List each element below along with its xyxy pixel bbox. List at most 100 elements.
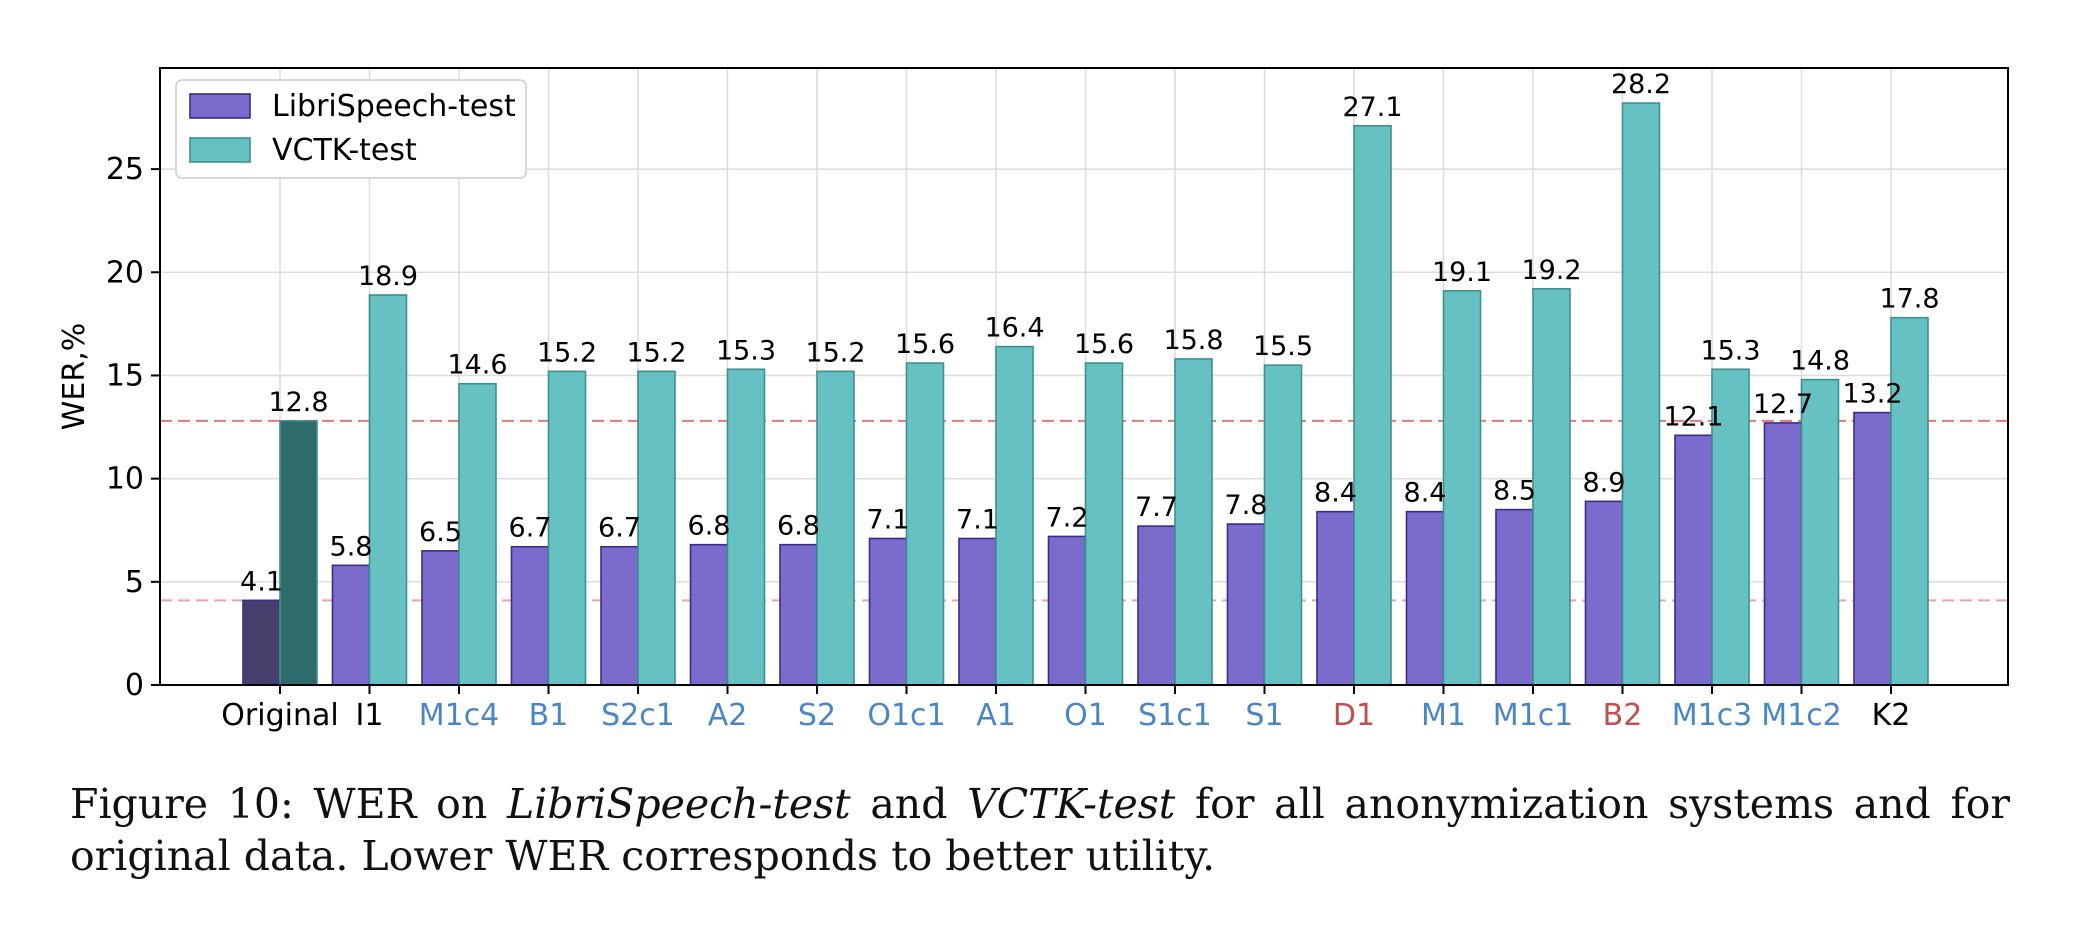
- data-label-librispeech-s2c1: 6.7: [598, 513, 641, 544]
- caption-dataset-a: LibriSpeech-test: [506, 780, 851, 828]
- data-label-vctk-o1: 15.6: [1074, 329, 1134, 360]
- bar-vctk-o1: [1084, 362, 1124, 686]
- legend-box: [175, 79, 527, 179]
- bar-librispeech-s1: [1226, 523, 1266, 686]
- x-tick-label-original: Original: [221, 698, 338, 733]
- data-label-librispeech-i1: 5.8: [330, 531, 373, 562]
- x-tick-label-s2: S2: [798, 698, 836, 733]
- x-tick-label-d1: D1: [1333, 698, 1375, 733]
- y-tick-label: 10: [106, 462, 144, 497]
- data-label-librispeech-s1c1: 7.7: [1135, 492, 1178, 523]
- y-tick-label: 25: [106, 152, 144, 187]
- data-label-librispeech-k2: 13.2: [1842, 379, 1902, 410]
- x-tick-label-a1: A1: [976, 698, 1016, 733]
- data-label-vctk-b2: 28.2: [1611, 69, 1671, 100]
- bar-vctk-m1c2: [1800, 378, 1840, 686]
- legend-swatch-librispeech: [189, 93, 251, 119]
- data-label-vctk-s2c1: 15.2: [626, 337, 686, 368]
- data-label-vctk-d1: 27.1: [1342, 92, 1402, 123]
- x-tick-label-k2: K2: [1872, 698, 1911, 733]
- caption-dataset-b: VCTK-test: [967, 780, 1176, 828]
- legend: LibriSpeech-test VCTK-test: [175, 79, 527, 179]
- x-tick-label-o1c1: O1c1: [867, 698, 945, 733]
- legend-label-librispeech: LibriSpeech-test: [272, 89, 516, 124]
- bar-vctk-m1c1: [1532, 287, 1571, 686]
- bars: [242, 102, 1929, 686]
- bar-vctk-d1: [1353, 124, 1392, 686]
- bar-librispeech-i1: [331, 564, 371, 686]
- bar-vctk-m1c3: [1711, 368, 1750, 686]
- data-label-vctk-k2: 17.8: [1879, 284, 1939, 315]
- bar-vctk-s2c1: [637, 370, 676, 686]
- bar-librispeech-o1c1: [868, 537, 908, 686]
- bar-vctk-a1: [995, 345, 1034, 686]
- bar-librispeech-d1: [1316, 510, 1355, 686]
- data-label-vctk-s2: 15.2: [805, 337, 865, 368]
- bar-librispeech-a2: [689, 543, 729, 686]
- y-tick-label: 15: [106, 358, 144, 393]
- bar-librispeech-s1c1: [1137, 525, 1176, 686]
- bar-librispeech-b1: [510, 545, 550, 686]
- bar-vctk-m1: [1442, 290, 1482, 686]
- x-tick-label-m1c1: M1c1: [1493, 698, 1574, 733]
- bar-librispeech-m1c1: [1495, 508, 1534, 686]
- bar-vctk-original: [279, 420, 318, 686]
- axes: 0 5 10 15 20 25 Original I1 M1c4 B1 S2c1 A2 S2 O1c1 A1…: [106, 152, 1911, 733]
- bar-vctk-i1: [368, 294, 408, 686]
- x-tick-label-m1c2: M1c2: [1761, 698, 1842, 733]
- bar-librispeech-original: [242, 599, 281, 686]
- data-label-vctk-m1c1: 19.2: [1521, 255, 1581, 286]
- x-tick-label-b2: B2: [1603, 698, 1643, 733]
- data-label-librispeech-original: 4.1: [240, 566, 283, 597]
- bar-vctk-k2: [1890, 316, 1929, 686]
- bar-librispeech-m1c3: [1674, 434, 1713, 686]
- bar-vctk-m1c4: [458, 382, 497, 686]
- legend-label-vctk: VCTK-test: [272, 133, 417, 168]
- y-tick-label: 20: [106, 255, 144, 290]
- data-label-vctk-a2: 15.3: [716, 335, 776, 366]
- data-label-vctk-b1: 15.2: [537, 337, 597, 368]
- data-label-vctk-original: 12.8: [268, 387, 328, 418]
- data-label-librispeech-m1c4: 6.5: [419, 517, 462, 548]
- x-tick-label-s1: S1: [1245, 698, 1283, 733]
- figure-caption: Figure 10: WER on LibriSpeech-test and V…: [70, 778, 2010, 882]
- bar-vctk-s1: [1263, 364, 1303, 686]
- bar-librispeech-m1c2: [1763, 422, 1803, 686]
- data-label-librispeech-m1: 8.4: [1404, 478, 1447, 509]
- wer-bar-chart: 4.1 5.8 6.5 6.7 6.7 6.8 6.8 7.1 7.1 7.2 7.7 7.8 8.4 8…: [57, 67, 2009, 733]
- x-tick-label-m1c3: M1c3: [1672, 698, 1753, 733]
- x-tick-label-o1: O1: [1064, 698, 1107, 733]
- bar-librispeech-o1: [1047, 535, 1087, 686]
- data-label-librispeech-s1: 7.8: [1225, 490, 1268, 521]
- data-label-librispeech-b1: 6.7: [509, 513, 552, 544]
- bar-vctk-b2: [1621, 102, 1661, 686]
- x-tick-label-b1: B1: [529, 698, 569, 733]
- plot-frame: [159, 67, 2009, 686]
- data-label-librispeech-o1: 7.2: [1046, 502, 1089, 533]
- bar-librispeech-s2c1: [600, 545, 639, 686]
- data-label-librispeech-a2: 6.8: [688, 511, 731, 542]
- bar-librispeech-m1: [1405, 510, 1445, 686]
- x-tick-label-m1c4: M1c4: [419, 698, 500, 733]
- data-label-librispeech-b2: 8.9: [1583, 467, 1626, 498]
- x-tick-label-i1: I1: [356, 698, 384, 733]
- x-tick-label-a2: A2: [708, 698, 748, 733]
- bar-librispeech-m1c4: [421, 550, 460, 686]
- bar-vctk-s2: [816, 370, 855, 686]
- caption-mid: and: [850, 780, 968, 828]
- data-label-librispeech-m1c1: 8.5: [1493, 476, 1536, 507]
- y-tick-label: 0: [125, 668, 144, 703]
- bar-vctk-a2: [726, 368, 766, 686]
- data-label-vctk-m1c2: 14.8: [1790, 346, 1850, 377]
- x-tick-label-s1c1: S1c1: [1138, 698, 1212, 733]
- data-label-vctk-m1c3: 15.3: [1700, 335, 1760, 366]
- data-label-librispeech-m1c3: 12.1: [1663, 401, 1723, 432]
- data-label-librispeech-a1: 7.1: [956, 504, 999, 535]
- bar-librispeech-b2: [1584, 500, 1624, 686]
- caption-suffix: for all anonymization systems and for or…: [70, 780, 2010, 880]
- y-axis-label: WER,%: [57, 323, 92, 431]
- bar-vctk-s1c1: [1174, 358, 1213, 686]
- bar-librispeech-a1: [958, 537, 997, 686]
- caption-prefix: Figure 10: WER on: [70, 780, 507, 828]
- data-label-vctk-a1: 16.4: [984, 313, 1044, 344]
